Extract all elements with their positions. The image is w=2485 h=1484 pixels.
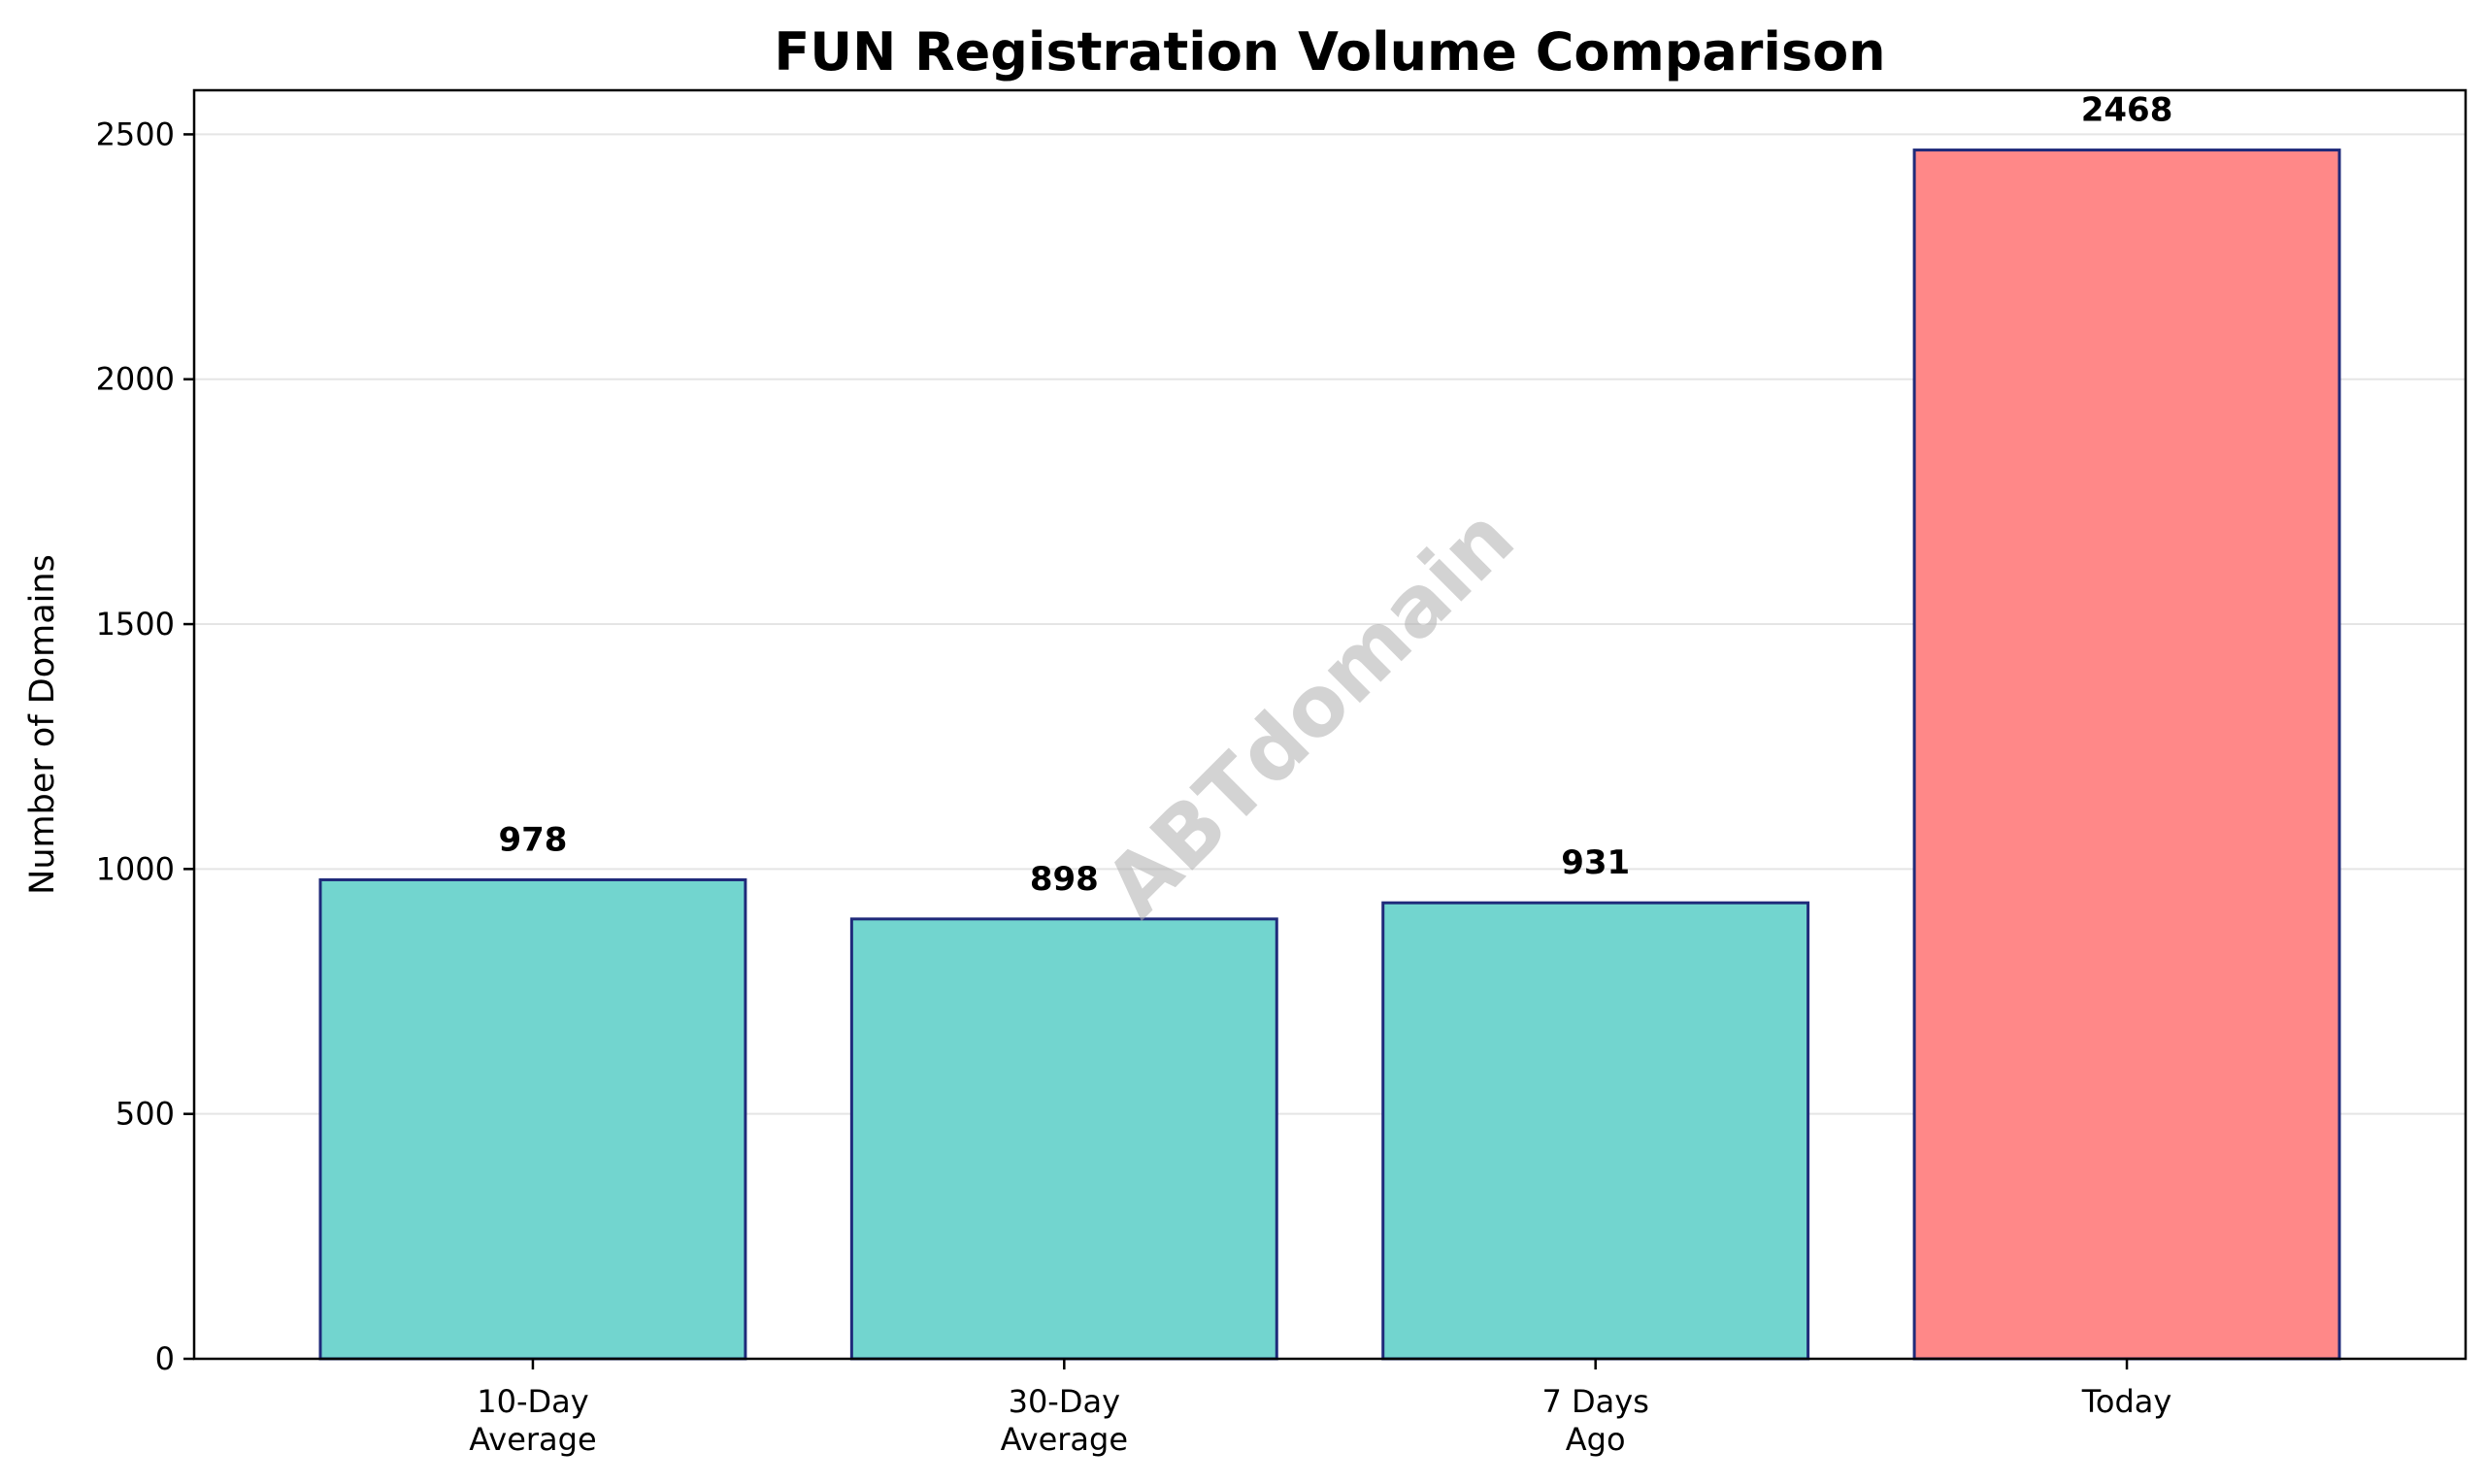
- data-label-2: 931: [1561, 843, 1630, 882]
- data-label-3: 2468: [2081, 91, 2173, 130]
- y-tick-label-500: 500: [116, 1096, 175, 1133]
- data-label-1: 898: [1030, 860, 1099, 899]
- y-tick-label-0: 0: [155, 1340, 175, 1377]
- y-axis-label: Number of Domains: [23, 554, 62, 895]
- bars: [318, 148, 2341, 1361]
- x-tick-label-0-0: 10-Day: [477, 1383, 588, 1420]
- x-tick-label-2-0: 7 Days: [1541, 1383, 1648, 1420]
- x-tick-label-1-1: Average: [1001, 1421, 1128, 1458]
- data-label-0: 978: [498, 820, 567, 859]
- value-labels: 978 898 931 2468: [498, 91, 2172, 899]
- bar-3: [1912, 148, 2341, 1361]
- x-tick-label-3-0: Today: [2081, 1383, 2172, 1420]
- bar-2: [1381, 901, 1810, 1361]
- bar-0: [318, 877, 747, 1361]
- x-tick-label-0-1: Average: [469, 1421, 596, 1458]
- plot-frame: [192, 88, 2468, 1361]
- chart-title: FUN Registration Volume Comparison: [774, 21, 1885, 82]
- y-tick-label-1000: 1000: [96, 850, 175, 887]
- x-tick-label-1-0: 30-Day: [1009, 1383, 1120, 1420]
- y-tick-label-2500: 2500: [96, 115, 175, 152]
- bar-1: [849, 917, 1278, 1361]
- y-tick-label-2000: 2000: [96, 361, 175, 398]
- y-axis: 0 500 1000 1500 2000 2500: [96, 115, 194, 1377]
- x-tick-label-2-1: Ago: [1566, 1421, 1626, 1458]
- y-tick-label-1500: 1500: [96, 606, 175, 643]
